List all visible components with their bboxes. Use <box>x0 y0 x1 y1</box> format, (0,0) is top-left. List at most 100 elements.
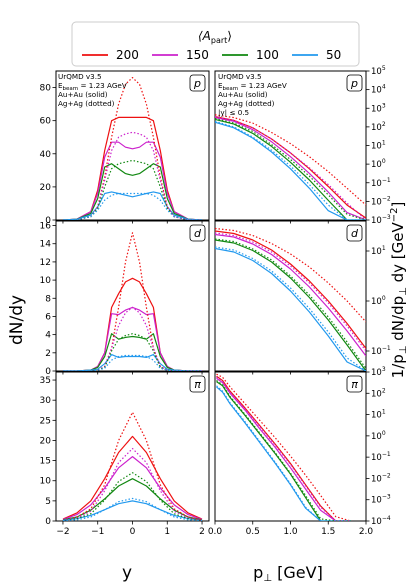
ytick-label: 100 <box>371 430 386 442</box>
series-line-agag-150 <box>63 306 202 371</box>
ytick-label: 30 <box>40 396 52 406</box>
ytick-label: 5 <box>45 497 51 507</box>
particle-label: p <box>189 74 206 92</box>
annotation-left: UrQMD v3.5 Ebeam = 1.23 AGeV Au+Au (soli… <box>58 72 127 108</box>
ytick-label: 40 <box>40 150 52 160</box>
series-line-agag-200 <box>63 232 202 371</box>
legend-label-150: 150 <box>186 48 209 62</box>
particle-label-text: p <box>350 77 358 90</box>
particle-label: π <box>189 375 206 393</box>
ytick-label: 10−3 <box>371 494 391 506</box>
ytick-label: 103 <box>371 366 386 378</box>
series-line-agag-100 <box>215 238 366 369</box>
series-line-agag-100 <box>63 333 202 371</box>
legend-label-100: 100 <box>256 48 279 62</box>
series-line-auau-200 <box>215 116 366 219</box>
ytick-label: 0 <box>45 517 51 527</box>
legend-title: ⟨Apart⟩ <box>198 29 232 45</box>
panel-frame <box>214 371 367 522</box>
xtick-label: 2.0 <box>359 527 374 537</box>
particle-label-box <box>346 74 363 92</box>
panel-curves <box>62 76 203 220</box>
ytick-label: 100 <box>371 158 386 170</box>
series-line-auau-100 <box>215 239 366 371</box>
particle-label-text: π <box>351 378 358 391</box>
panel-d-rapidity: d 0 2 4 6 8 10 12 14 16 <box>40 220 210 377</box>
xtick-label: 1 <box>164 527 170 537</box>
ytick-label: 8 <box>45 294 51 304</box>
xtick-label: 0.0 <box>208 527 223 537</box>
legend-entries: 200 150 100 50 <box>82 48 341 62</box>
ytick-label: 104 <box>371 84 386 96</box>
series-line-auau-100 <box>62 478 203 521</box>
particle-label-box <box>346 224 363 242</box>
series-line-agag-200 <box>215 114 366 206</box>
series-line-auau-100 <box>216 381 351 521</box>
annotation-ebeam-left: Ebeam = 1.23 AGeV <box>58 81 127 92</box>
panel-curves <box>63 232 202 371</box>
series-line-auau-150 <box>63 306 202 371</box>
ytick-label: 10−2 <box>371 472 391 484</box>
series-line-auau-100 <box>63 333 202 371</box>
ytick-label: 80 <box>40 84 52 94</box>
annotation-ebeam-right: Ebeam = 1.23 AGeV <box>218 81 287 92</box>
ytick-label: 103 <box>371 102 386 114</box>
ytick-label: 10−3 <box>371 214 391 226</box>
xtick-label: 0 <box>130 527 136 537</box>
annotation-dotted-left: Ag+Ag (dotted) <box>58 99 115 108</box>
panel-curves <box>216 373 352 521</box>
annotation-solid-right: Au+Au (solid) <box>218 90 268 99</box>
ytick-label: 101 <box>371 140 386 152</box>
left-xlabel: y <box>122 563 132 583</box>
series-line-auau-200 <box>62 435 203 520</box>
legend-frame <box>71 21 360 67</box>
series-line-auau-50 <box>62 500 203 521</box>
series-line-agag-200 <box>62 411 203 521</box>
ytick-label: 60 <box>40 117 52 127</box>
ytick-label: 100 <box>371 295 386 307</box>
ytick-label: 102 <box>371 121 386 133</box>
ytick-label: 101 <box>371 409 386 421</box>
legend-label-200: 200 <box>116 48 139 62</box>
panel-frame <box>55 220 210 372</box>
series-line-agag-50 <box>62 497 203 521</box>
particle-label-box <box>346 375 363 393</box>
xtick-label: 2 <box>199 527 205 537</box>
particle-label-box <box>189 224 206 242</box>
series-line-auau-200 <box>62 116 203 220</box>
particle-label-text: π <box>194 378 201 391</box>
panel-frame <box>214 220 367 372</box>
annotation-solid-left: Au+Au (solid) <box>58 90 108 99</box>
particle-label: d <box>189 224 206 242</box>
xtick-label: 1.0 <box>283 527 298 537</box>
series-line-auau-150 <box>215 117 366 220</box>
ytick-label: 10−1 <box>371 345 391 357</box>
ytick-label: 20 <box>40 436 52 446</box>
particle-label-text: d <box>194 227 202 240</box>
annotation-right: UrQMD v3.5 Ebeam = 1.23 AGeV Au+Au (soli… <box>218 72 287 117</box>
particle-label: p <box>346 74 363 92</box>
ytick-label: 10 <box>40 477 52 487</box>
xtick-label: 0.5 <box>246 527 260 537</box>
ytick-label: 105 <box>371 65 386 77</box>
right-xlabel: p⊥ [GeV] <box>253 563 323 584</box>
series-line-auau-200 <box>215 230 366 349</box>
panel-d-transverse: d 10−1 100 101 <box>214 220 391 375</box>
right-ylabel: 1/p⊥ dN/dp⊥ dy [GeV−2] <box>389 202 409 379</box>
particle-label-box <box>189 74 206 92</box>
ytick-label: 0 <box>45 216 51 226</box>
ytick-label: 0 <box>45 367 51 377</box>
ytick-label: 35 <box>40 376 51 386</box>
series-line-auau-50 <box>63 354 202 371</box>
panel-curves <box>215 114 366 220</box>
particle-label-text: p <box>193 77 201 90</box>
ytick-label: 10−4 <box>371 515 391 527</box>
series-line-agag-100 <box>62 159 203 220</box>
xtick-label: 1.5 <box>321 527 335 537</box>
series-line-agag-50 <box>63 354 202 371</box>
series-line-auau-100 <box>215 118 366 220</box>
ytick-label: 16 <box>40 222 52 232</box>
series-line-agag-150 <box>62 447 203 521</box>
particle-label: π <box>346 375 363 393</box>
ytick-label: 12 <box>40 258 51 268</box>
